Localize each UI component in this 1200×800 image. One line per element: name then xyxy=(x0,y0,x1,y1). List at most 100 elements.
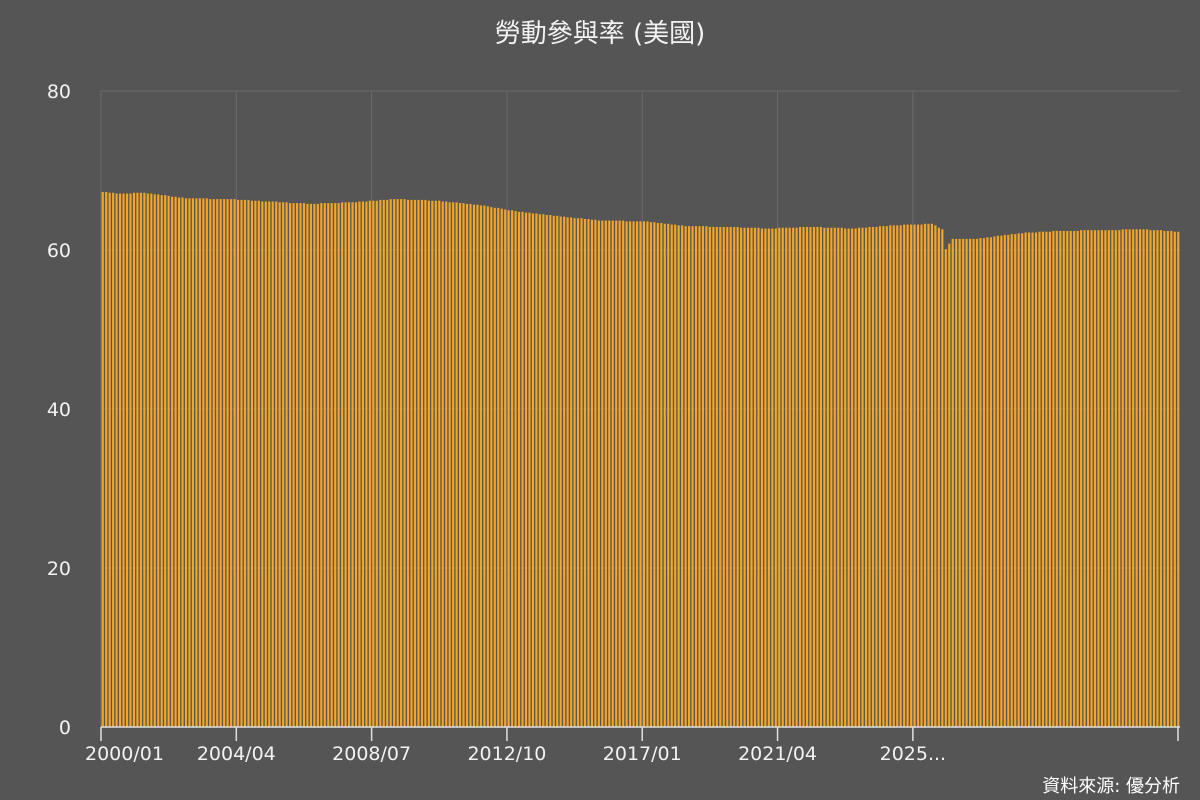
bar-232 xyxy=(906,224,909,727)
bar-24 xyxy=(184,198,188,727)
bar-31 xyxy=(209,199,212,727)
bar-292 xyxy=(1114,230,1117,728)
bar-185 xyxy=(743,227,746,728)
bar-235 xyxy=(916,224,920,727)
bar-143 xyxy=(597,220,600,727)
bar-107 xyxy=(472,204,476,727)
bar-248 xyxy=(962,238,965,727)
bar-307 xyxy=(1166,230,1169,728)
bar-73 xyxy=(354,202,358,728)
bar-83 xyxy=(389,199,392,727)
bar-264 xyxy=(1017,233,1020,727)
bar-234 xyxy=(913,224,916,727)
bar-270 xyxy=(1038,231,1041,727)
bar-78 xyxy=(372,200,375,727)
bar-251 xyxy=(972,238,975,727)
bar-165 xyxy=(674,224,677,727)
x-tick-label-4: 2017/01 xyxy=(603,743,682,765)
bar-261 xyxy=(1007,234,1010,727)
bar-71 xyxy=(347,202,351,728)
bar-101 xyxy=(452,202,455,728)
bar-20 xyxy=(171,196,174,728)
bar-60 xyxy=(309,203,312,727)
bar-299 xyxy=(1139,229,1142,727)
bar-272 xyxy=(1045,231,1048,727)
bar-138 xyxy=(580,218,583,727)
bar-37 xyxy=(230,199,233,727)
bar-45 xyxy=(257,200,260,727)
bar-249 xyxy=(965,238,968,727)
bar-291 xyxy=(1111,230,1114,728)
bar-72 xyxy=(351,202,354,728)
bar-168 xyxy=(684,226,687,727)
bar-87 xyxy=(403,199,406,727)
bar-146 xyxy=(608,220,611,727)
bar-254 xyxy=(982,238,986,727)
bar-304 xyxy=(1156,230,1159,728)
bar-214 xyxy=(844,228,847,727)
bar-18 xyxy=(164,195,167,727)
bar-44 xyxy=(254,200,257,727)
bar-94 xyxy=(427,200,430,727)
bar-174 xyxy=(705,226,708,727)
bar-230 xyxy=(899,225,902,727)
bar-298 xyxy=(1135,229,1138,727)
bar-227 xyxy=(889,225,892,727)
y-tick-label-3: 60 xyxy=(47,240,71,262)
bar-141 xyxy=(590,219,593,728)
bar-88 xyxy=(406,199,410,727)
bar-149 xyxy=(618,220,621,727)
bar-283 xyxy=(1083,230,1086,728)
bar-110 xyxy=(483,205,486,728)
bar-274 xyxy=(1052,230,1055,728)
bar-194 xyxy=(774,228,777,727)
bar-124 xyxy=(531,213,535,727)
bar-66 xyxy=(330,203,333,728)
bar-15 xyxy=(153,194,156,728)
bar-85 xyxy=(396,199,399,727)
bar-103 xyxy=(459,203,462,728)
bar-269 xyxy=(1034,232,1038,727)
bar-294 xyxy=(1121,229,1124,727)
x-tick-label-0: 2000/01 xyxy=(85,743,164,765)
bar-195 xyxy=(778,227,781,728)
bar-209 xyxy=(826,227,829,728)
bar-41 xyxy=(243,199,247,727)
bar-169 xyxy=(688,226,691,727)
bar-258 xyxy=(996,235,999,727)
bar-255 xyxy=(986,237,989,727)
bar-170 xyxy=(691,226,694,727)
bar-182 xyxy=(733,226,736,727)
bar-132 xyxy=(559,216,562,728)
bar-210 xyxy=(830,227,833,728)
bar-188 xyxy=(753,227,757,728)
bar-163 xyxy=(667,223,670,727)
bar-95 xyxy=(431,200,434,727)
bar-180 xyxy=(726,226,729,727)
bar-50 xyxy=(275,201,278,727)
bar-201 xyxy=(799,226,802,727)
bar-152 xyxy=(629,221,632,727)
bar-259 xyxy=(1000,235,1003,727)
bar-236 xyxy=(920,224,923,727)
bar-19 xyxy=(167,195,170,727)
bar-74 xyxy=(358,201,361,727)
bar-216 xyxy=(851,228,854,727)
bar-113 xyxy=(493,207,496,727)
y-tick-label-2: 40 xyxy=(47,399,71,421)
bar-64 xyxy=(323,203,326,728)
bar-199 xyxy=(792,227,795,728)
bar-196 xyxy=(781,227,784,728)
bar-14 xyxy=(150,193,153,727)
bar-150 xyxy=(622,220,625,727)
bar-237 xyxy=(923,223,927,727)
bar-189 xyxy=(757,227,760,728)
bar-70 xyxy=(344,202,347,728)
bar-239 xyxy=(930,223,934,727)
bar-220 xyxy=(864,227,868,728)
bar-229 xyxy=(896,225,899,727)
bar-285 xyxy=(1090,230,1093,728)
bar-213 xyxy=(840,227,843,728)
bar-287 xyxy=(1097,230,1100,728)
labels-layer: 0 20 40 60 80 2000/01 2004/04 2008/07 2012/10 201… xyxy=(47,81,946,765)
